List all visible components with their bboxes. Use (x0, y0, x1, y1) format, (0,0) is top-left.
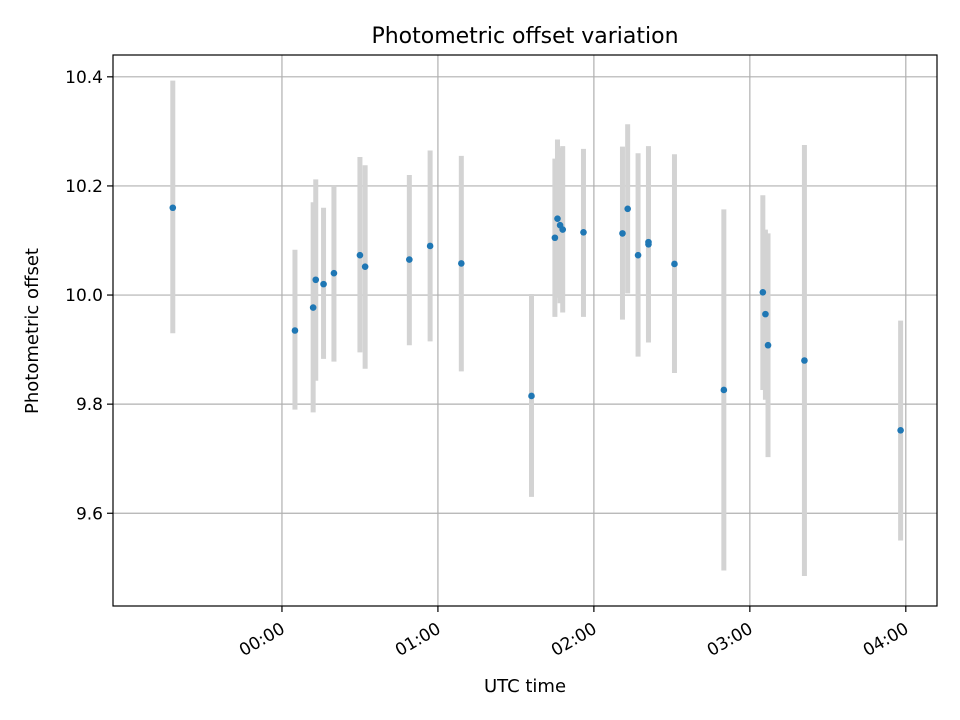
data-point (458, 260, 465, 267)
data-point (406, 256, 413, 263)
data-point (764, 341, 772, 349)
data-point (309, 304, 317, 311)
data-point (619, 230, 626, 237)
data-point (559, 226, 566, 233)
data-point (720, 386, 728, 394)
y-axis-ticks: 9.6 9.8 10.0 10.2 10.4 (65, 68, 113, 524)
y-tick-label: 9.8 (76, 395, 103, 415)
plot-area-frame (112, 54, 938, 607)
data-point (291, 327, 299, 334)
data-point (551, 234, 559, 242)
data-point (762, 310, 769, 318)
data-point (624, 205, 631, 213)
y-axis-label: Photometric offset (22, 248, 43, 414)
data-point (361, 263, 369, 270)
data-point (671, 260, 678, 268)
data-point (580, 229, 587, 236)
data-point (320, 280, 327, 288)
data-point (554, 215, 561, 222)
data-point (169, 204, 177, 212)
data-point (528, 392, 535, 400)
y-tick-label: 10.2 (65, 177, 103, 197)
grid-lines (113, 55, 937, 606)
data-point (330, 269, 338, 277)
data-point (801, 357, 808, 364)
data-point (312, 276, 320, 284)
y-tick-label: 9.6 (76, 504, 103, 524)
y-tick-label: 10.0 (65, 286, 103, 306)
y-tick-label: 10.4 (65, 68, 103, 88)
data-point (634, 251, 642, 259)
data-point (645, 238, 652, 246)
data-points (169, 204, 904, 434)
chart-title: Photometric offset variation (371, 24, 678, 49)
data-point (356, 251, 364, 259)
data-point (426, 242, 434, 250)
x-axis-label: UTC time (484, 676, 566, 697)
data-point (759, 289, 767, 296)
data-point (897, 427, 904, 434)
